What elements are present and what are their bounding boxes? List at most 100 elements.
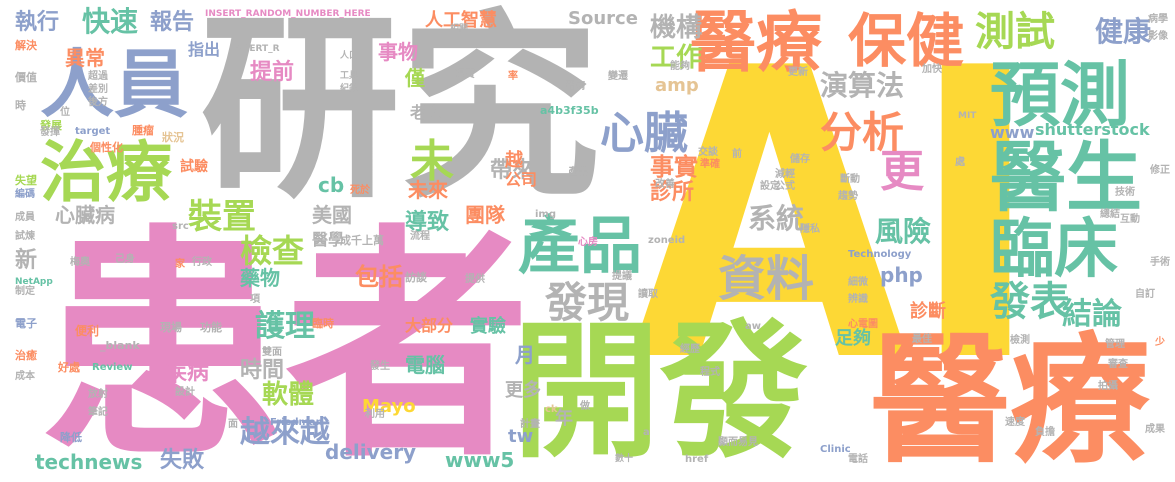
word-value: 價值 xyxy=(15,71,37,84)
word-double-sided: 雙面 xyxy=(262,347,282,358)
word-convenient: 便利 xyxy=(75,324,100,338)
word-insert-r: INSERT_R xyxy=(232,44,280,54)
word-administration: 行政 xyxy=(192,257,212,268)
word-analysis: 分析 xyxy=(820,108,905,157)
word-company: 公司 xyxy=(505,170,538,189)
word-disappointment: 失望 xyxy=(15,174,37,187)
word-member: 成員 xyxy=(15,212,35,223)
word-nursing: 護理 xyxy=(255,309,315,344)
word-subtle: 細微 xyxy=(848,277,868,288)
word-www: www xyxy=(990,123,1035,142)
word-fast: 快速 xyxy=(82,5,139,38)
word-zoneid: zoneid xyxy=(648,235,686,246)
word-utilize: 利用 xyxy=(365,409,385,420)
word-staff: 人員 xyxy=(40,42,188,128)
word-institution: 機構 xyxy=(650,13,703,43)
word-able: 能夠 xyxy=(670,61,690,72)
word-src: src xyxy=(172,221,189,232)
word-new: 新 xyxy=(15,248,38,273)
word-burden: 負擔 xyxy=(1035,427,1055,438)
word-ai: AI xyxy=(630,0,1043,450)
word-research: 研究 xyxy=(200,0,601,226)
word-plan: 計畫 xyxy=(520,419,540,430)
word-setting: 設定 xyxy=(760,181,780,192)
word-conclusion: 結論 xyxy=(1062,297,1122,332)
word-mit: MIT xyxy=(958,111,977,121)
word-artificial-intelligence: 人工智慧 xyxy=(425,10,497,31)
word-cure: 治癒 xyxy=(15,349,37,362)
word-before: 前 xyxy=(732,149,742,160)
word-tumor: 腫瘤 xyxy=(132,124,154,137)
word-more: 更 xyxy=(880,146,924,197)
word-behind: 後方 xyxy=(88,97,108,108)
word-population: 人口 xyxy=(340,51,359,61)
word-treatment: 治療 xyxy=(40,134,172,211)
word-year: 年 xyxy=(555,408,573,429)
word-mayo-zh: 梅奧 xyxy=(70,257,90,268)
word-obvious: 顯而易見 xyxy=(718,437,758,448)
word-predict: 預測 xyxy=(990,54,1130,136)
word-thousands: 成千上萬 xyxy=(340,234,384,247)
word-review: Review xyxy=(92,362,133,373)
word-trial: 試驗 xyxy=(180,159,208,175)
word-develop: 開發 xyxy=(512,306,808,478)
word-encoding: 編碼 xyxy=(15,189,35,200)
word-few: 少 xyxy=(1155,337,1165,348)
word-revise: 修正 xyxy=(1150,165,1170,176)
word-morbidity: 罹病 xyxy=(565,81,585,92)
word-execute: 執行 xyxy=(15,10,60,35)
word-on-site: 現場 xyxy=(160,321,182,334)
word-work: 工作 xyxy=(650,43,703,73)
word-proposal: 提議 xyxy=(612,271,632,282)
word-clinical: 臨床 xyxy=(990,213,1118,287)
word-difference: 差別 xyxy=(88,84,108,95)
word-image: 影像 xyxy=(1148,31,1168,42)
word-www5: www5 xyxy=(445,448,515,472)
word-point-out: 指出 xyxy=(188,40,221,59)
word-patient: 患者 xyxy=(40,205,530,482)
word-improve: 改善 xyxy=(655,179,675,190)
word-temporary: 臨時 xyxy=(312,317,334,330)
word-enough: 足夠 xyxy=(835,328,871,349)
word-outcome: 成果 xyxy=(1145,424,1165,435)
word-month: 月 xyxy=(515,343,535,367)
word-shutterstock: shutterstock xyxy=(1035,120,1150,139)
word-cost: 成本 xyxy=(15,371,35,382)
word-insert-random: INSERT_RANDOM_NUMBER_HERE xyxy=(205,9,371,19)
word-aw: aw xyxy=(745,321,761,332)
word-process: 流程 xyxy=(410,231,430,242)
word-phone: 電話 xyxy=(848,454,868,465)
word-medicine-drug: 藥物 xyxy=(240,266,280,290)
word-customize: 自訂 xyxy=(1135,289,1155,300)
word-img: img xyxy=(535,209,557,220)
word-related: 相關 xyxy=(450,24,469,34)
word-href: href xyxy=(685,454,709,465)
word-fact: 事實 xyxy=(650,153,698,181)
word-include: 包括 xyxy=(355,263,403,291)
word-home: 家 xyxy=(175,259,185,270)
word-technology: Technology xyxy=(848,249,912,260)
word-trend: 趨勢 xyxy=(838,191,858,202)
word-heart-disease: 心臟病 xyxy=(55,203,115,227)
word-only: 僅 xyxy=(405,66,425,90)
word-read: 讀取 xyxy=(638,289,658,300)
word-system: 系統 xyxy=(748,202,805,235)
word-software: 軟體 xyxy=(262,380,315,410)
word-medical-science: 醫學 xyxy=(312,230,345,249)
word-target: target xyxy=(75,126,111,137)
word-update: 更新 xyxy=(788,67,808,78)
word-doctor: 醫生 xyxy=(990,133,1142,222)
word-rate: 率 xyxy=(508,71,518,82)
word-lead-to: 導致 xyxy=(405,210,450,235)
word-benefit: 好處 xyxy=(58,361,80,374)
word-reduce: 降低 xyxy=(60,431,82,444)
word-product: 產品 xyxy=(518,209,643,282)
word-identify: 辨識 xyxy=(848,294,868,305)
word-abnormal: 異常 xyxy=(65,46,105,70)
word-advance: 提前 xyxy=(250,60,295,85)
word-experience: 經歷 xyxy=(680,344,700,355)
word-exceed: 超過 xyxy=(88,71,108,82)
word-not-yet: 未 xyxy=(410,136,454,187)
word-test: 測試 xyxy=(975,9,1055,55)
